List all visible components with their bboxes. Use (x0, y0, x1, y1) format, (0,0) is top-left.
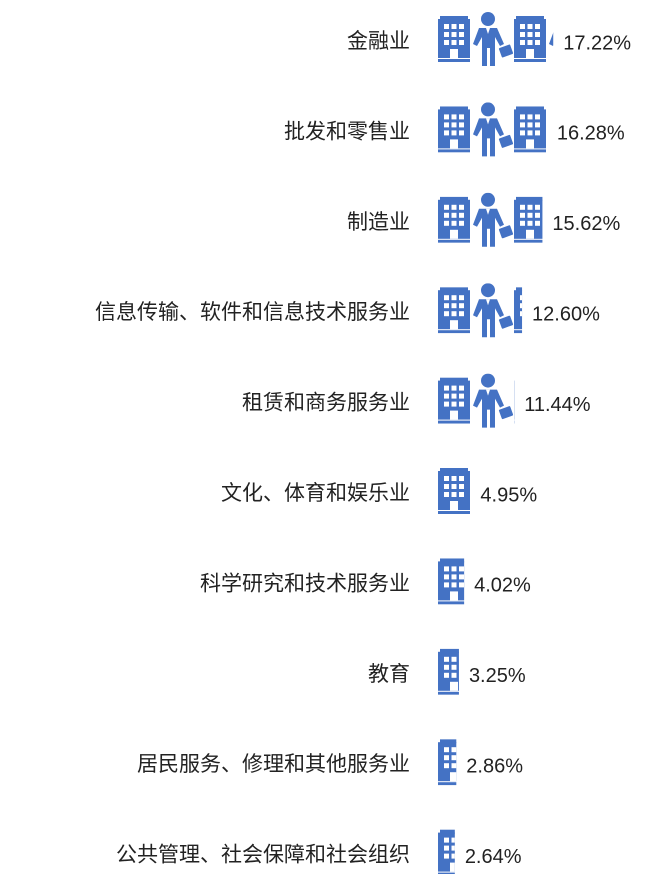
value-label: 12.60% (532, 303, 600, 325)
value-label: 2.64% (465, 846, 522, 868)
category-label: 制造业 (347, 210, 410, 234)
category-label: 居民服务、修理和其他服务业 (137, 752, 410, 776)
value-label: 17.22% (563, 32, 631, 54)
category-label: 文化、体育和娱乐业 (221, 481, 410, 505)
pictogram-bar (438, 102, 546, 156)
pictogram-bar (438, 558, 470, 604)
category-label: 公共管理、社会保障和社会组织 (116, 843, 410, 867)
category-label: 科学研究和技术服务业 (200, 571, 410, 595)
value-label: 4.02% (474, 575, 531, 597)
value-label: 2.86% (466, 755, 523, 777)
category-label: 教育 (368, 662, 410, 686)
pictogram-bar (438, 468, 470, 514)
value-label: 11.44% (524, 394, 591, 416)
pictogram-bar (438, 649, 470, 695)
value-label: 3.25% (469, 665, 526, 687)
value-label: 16.28% (557, 123, 625, 145)
category-label: 租赁和商务服务业 (242, 391, 410, 415)
category-label: 金融业 (347, 29, 410, 53)
pictogram-bar (438, 283, 546, 337)
value-label: 4.95% (480, 484, 537, 506)
pictogram-bar (438, 193, 546, 247)
category-label: 批发和零售业 (284, 119, 410, 143)
pictogram-bar (438, 739, 470, 785)
category-label: 信息传输、软件和信息技术服务业 (95, 300, 410, 324)
value-label: 15.62% (552, 213, 620, 235)
